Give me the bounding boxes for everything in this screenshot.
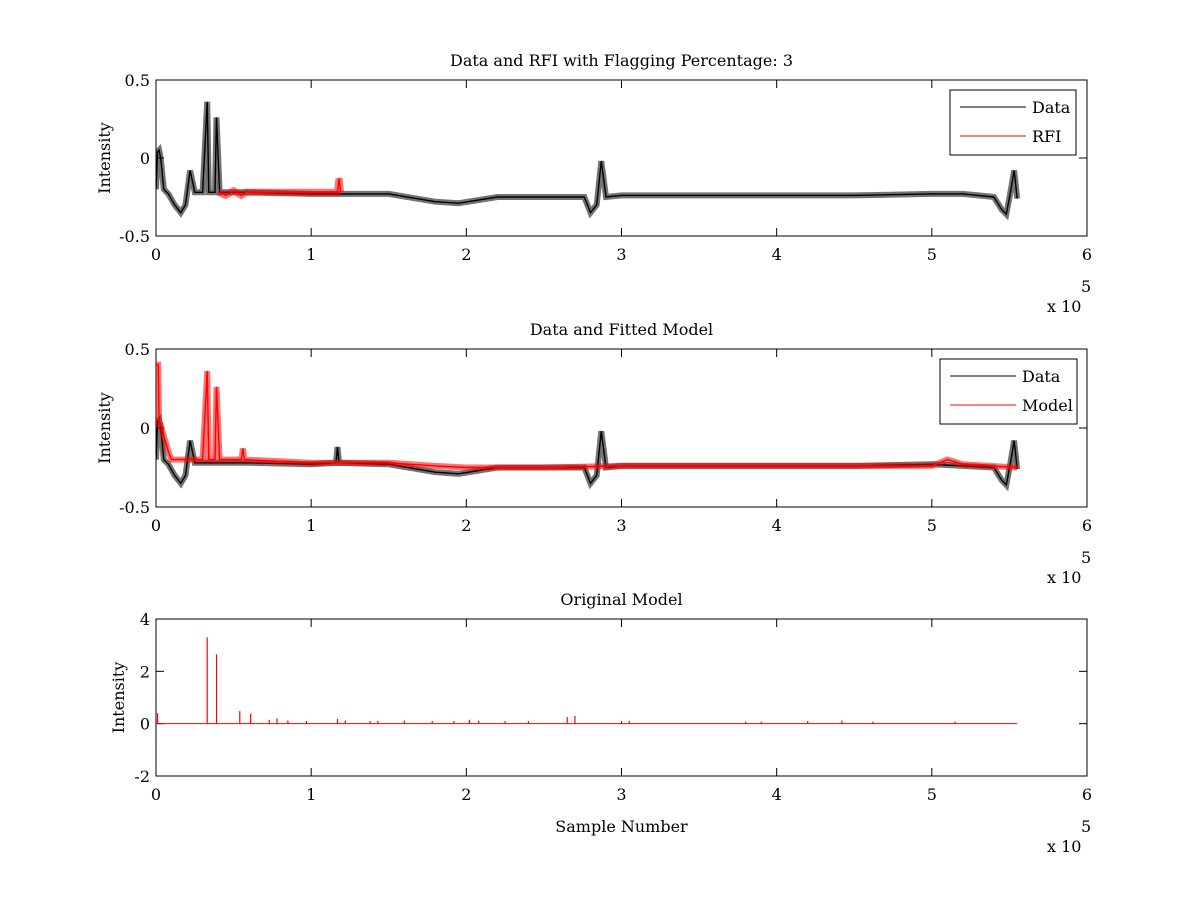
x-tick-label: 3 <box>616 785 626 804</box>
x-tick-label: 5 <box>927 245 937 264</box>
x-tick-label: 5 <box>927 785 937 804</box>
x-tick-label: 3 <box>616 516 626 535</box>
y-tick-label: -0.5 <box>119 498 150 517</box>
x-tick-label: 0 <box>151 516 161 535</box>
y-tick-label: 0 <box>140 419 150 438</box>
y-tick-label: -2 <box>134 767 150 786</box>
legend-box <box>949 89 1077 156</box>
x-tick-label: 4 <box>772 245 782 264</box>
x-exponent-label: x 10 <box>1047 837 1081 856</box>
x-tick-label: 6 <box>1082 516 1092 535</box>
chart-title: Data and RFI with Flagging Percentage: 3 <box>450 51 793 70</box>
x-tick-label: 2 <box>461 516 471 535</box>
y-axis-label: Intensity <box>95 392 114 464</box>
y-tick-label: 4 <box>140 610 150 629</box>
chart-title: Data and Fitted Model <box>530 320 713 339</box>
y-axis-label: Intensity <box>95 122 114 194</box>
legend-label: Model <box>1022 396 1073 415</box>
x-exponent-power: 5 <box>1081 817 1091 836</box>
x-tick-label: 0 <box>151 785 161 804</box>
legend: Data RFI <box>949 89 1077 156</box>
x-axis-label: Sample Number <box>555 817 688 836</box>
x-exponent-label: x 10 <box>1047 568 1081 587</box>
x-tick-label: 0 <box>151 245 161 264</box>
x-exponent-power: 5 <box>1081 548 1091 567</box>
plot-area <box>156 361 1021 492</box>
y-tick-label: 0 <box>140 149 150 168</box>
y-tick-label: 0 <box>140 715 150 734</box>
plot-area <box>156 637 1018 725</box>
y-tick-label: 2 <box>140 662 150 681</box>
series-band <box>216 177 345 200</box>
x-tick-label: 1 <box>306 516 316 535</box>
x-tick-label: 4 <box>772 785 782 804</box>
legend-label: RFI <box>1032 127 1061 146</box>
axes-box <box>155 618 1088 777</box>
series-band <box>156 361 1018 471</box>
chart-title: Original Model <box>560 590 682 609</box>
legend: Data Model <box>939 358 1078 425</box>
x-tick-label: 2 <box>461 785 471 804</box>
x-tick-label: 2 <box>461 245 471 264</box>
axes-box <box>155 79 1088 237</box>
x-tick-label: 3 <box>616 245 626 264</box>
axes-box <box>155 348 1088 508</box>
x-exponent-power: 5 <box>1081 277 1091 296</box>
y-tick-label: 0.5 <box>125 340 150 359</box>
x-exponent-label: x 10 <box>1047 297 1081 316</box>
legend-label: Data <box>1022 367 1061 386</box>
y-tick-label: -0.5 <box>119 227 150 246</box>
series-band <box>156 101 1021 221</box>
legend-box <box>939 358 1078 425</box>
y-axis-label: Intensity <box>109 662 128 734</box>
y-tick-label: 0.5 <box>125 71 150 90</box>
plot-area <box>156 101 1021 221</box>
x-tick-label: 4 <box>772 516 782 535</box>
x-tick-label: 1 <box>306 785 316 804</box>
x-tick-label: 6 <box>1082 785 1092 804</box>
x-tick-label: 6 <box>1082 245 1092 264</box>
legend-label: Data <box>1032 98 1071 117</box>
x-tick-label: 1 <box>306 245 316 264</box>
x-tick-label: 5 <box>927 516 937 535</box>
